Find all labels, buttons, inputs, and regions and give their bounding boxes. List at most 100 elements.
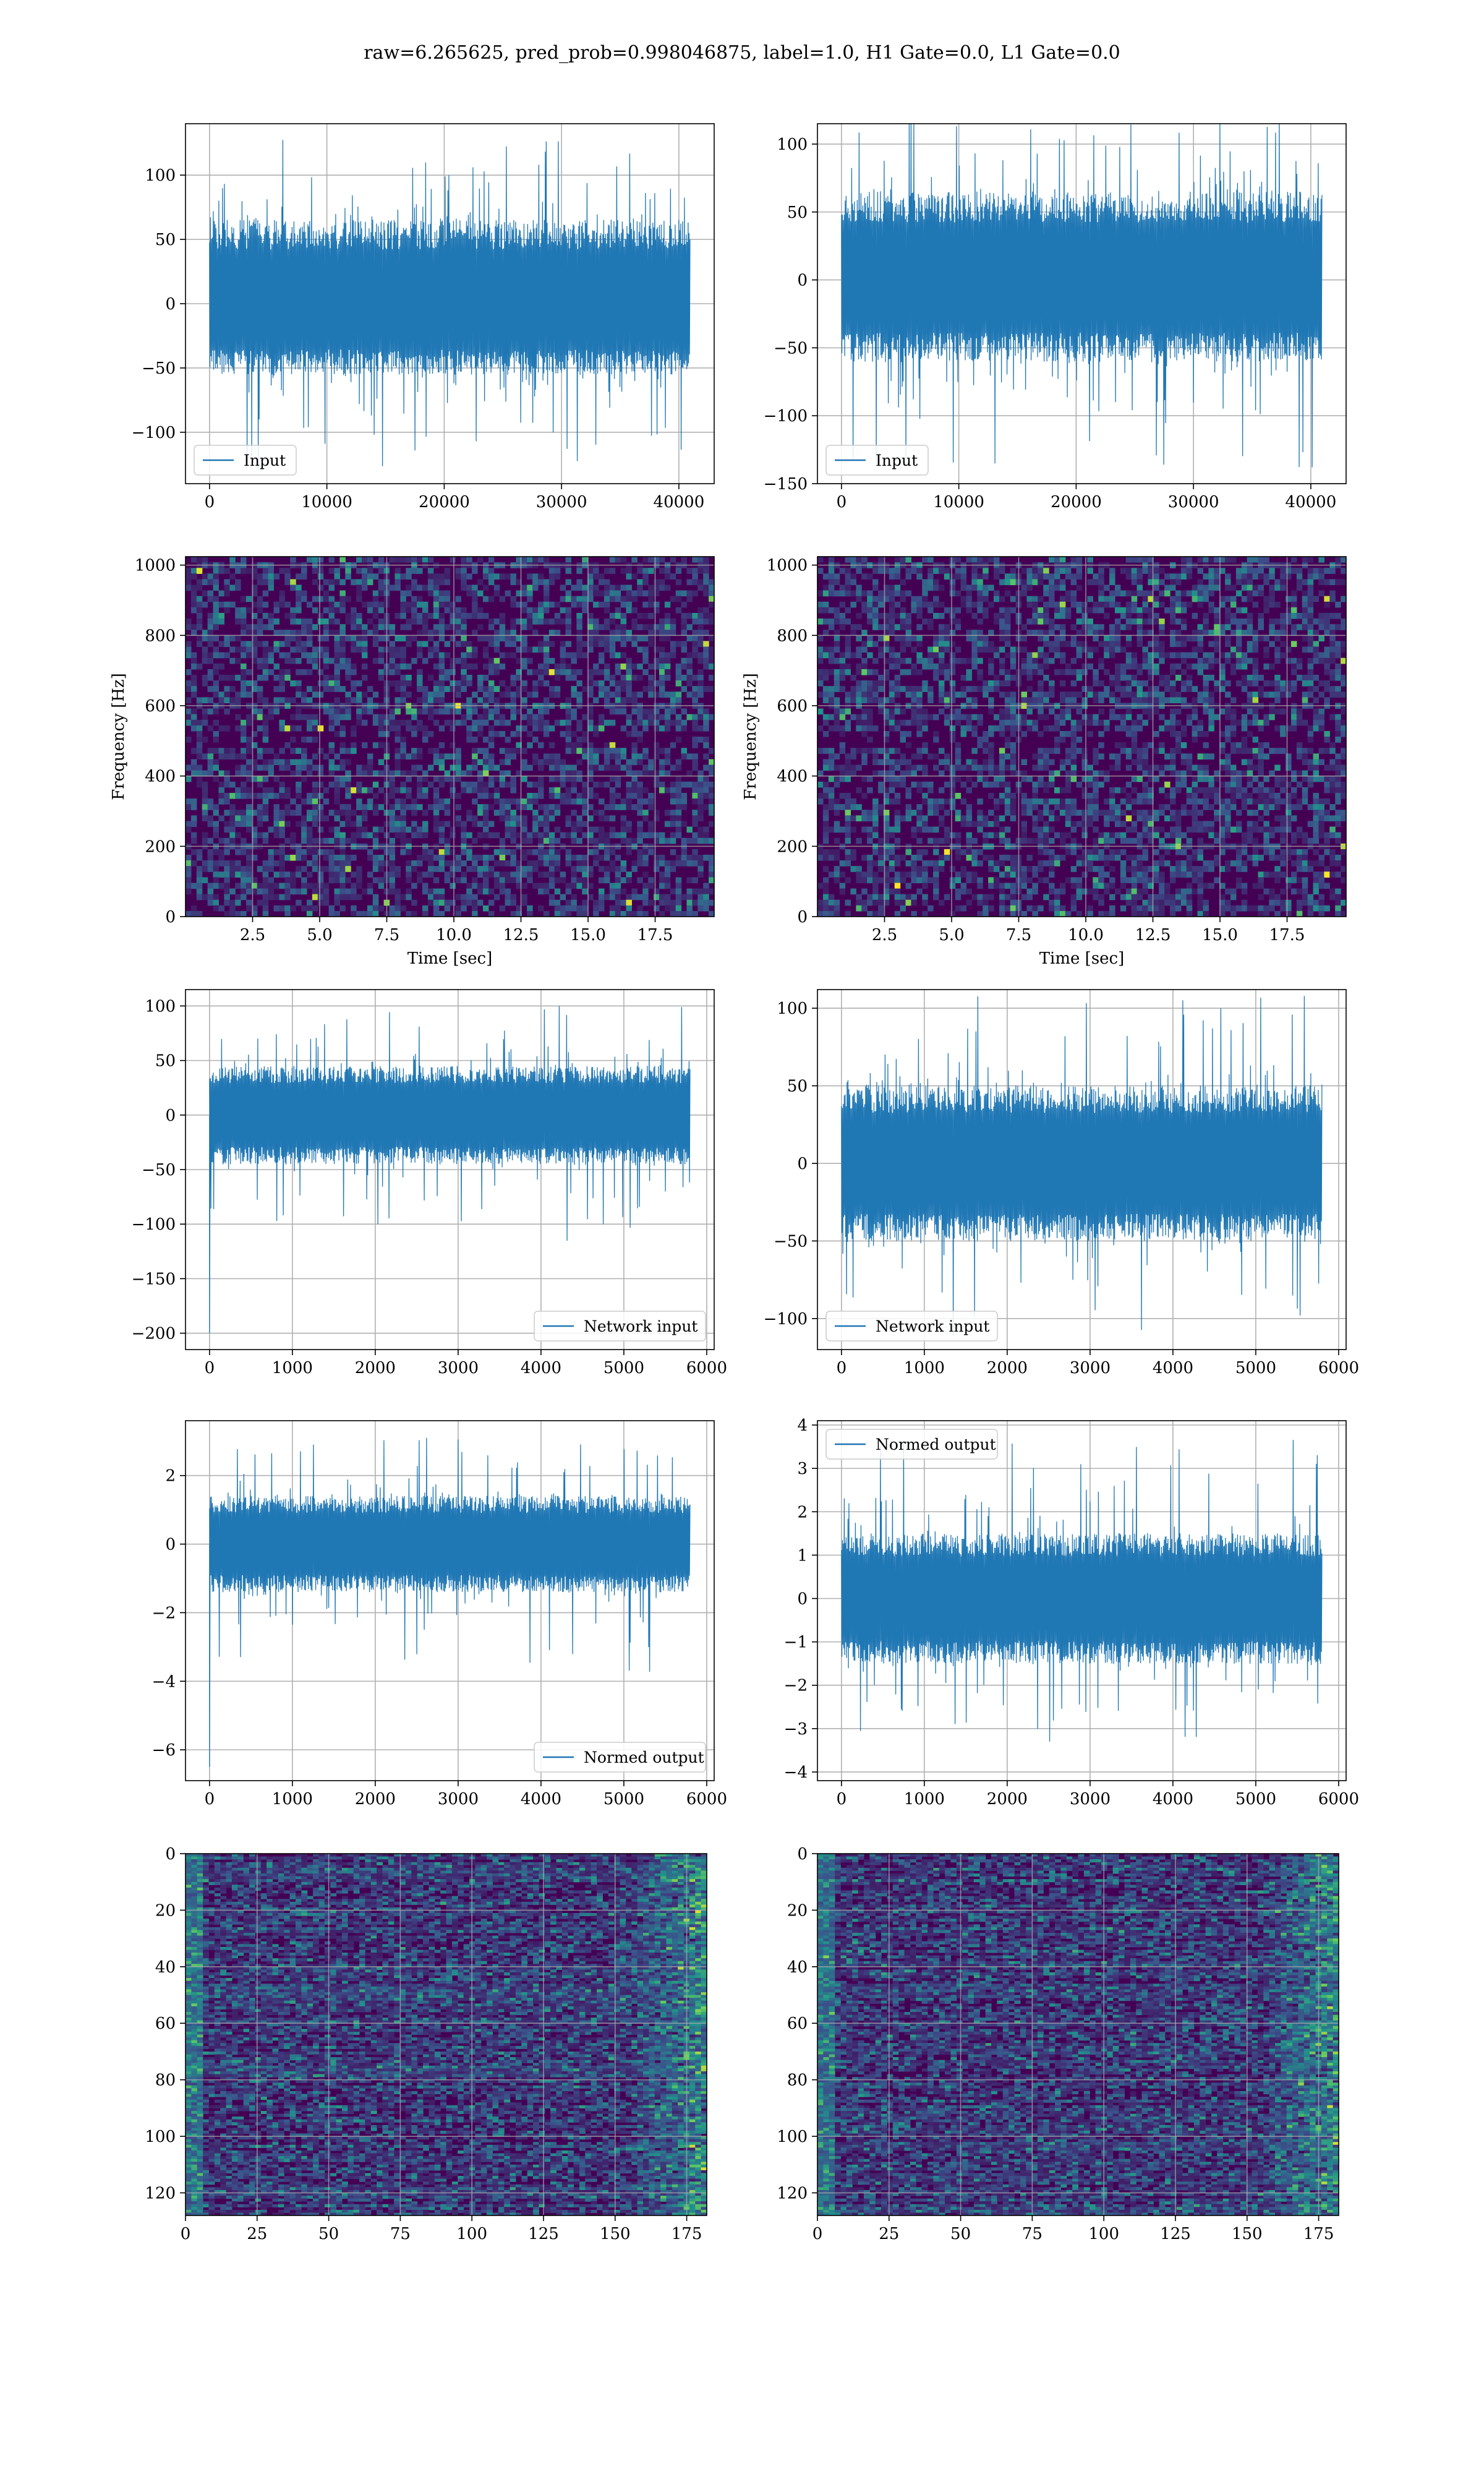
heatmap-cell	[1136, 686, 1143, 692]
heatmap-cell	[1252, 635, 1259, 641]
heatmap-cell	[1004, 674, 1011, 681]
heatmap-cell	[1329, 624, 1336, 630]
heatmap-cell	[505, 849, 511, 855]
heatmap-cell	[1186, 686, 1193, 692]
heatmap-cell	[1043, 612, 1049, 619]
heatmap-cell	[1059, 596, 1066, 602]
heatmap-cell	[681, 686, 688, 692]
heatmap-cell	[527, 708, 533, 715]
heatmap-cell	[389, 866, 396, 872]
heatmap-cell	[378, 860, 385, 867]
heatmap-cell	[444, 641, 451, 648]
heatmap-cell	[262, 815, 269, 821]
heatmap-cell	[703, 737, 709, 743]
heatmap-cell	[1131, 590, 1138, 597]
heatmap-cell	[406, 641, 412, 648]
heatmap-cell	[427, 804, 434, 810]
heatmap-cell	[268, 568, 275, 574]
heatmap-cell	[1313, 568, 1320, 574]
heatmap-cell	[654, 866, 660, 872]
heatmap-cell	[296, 691, 302, 698]
heatmap-cell	[378, 730, 385, 737]
heatmap-cell	[1290, 612, 1297, 619]
heatmap-cell	[306, 899, 313, 906]
heatmap-cell	[306, 910, 313, 917]
heatmap-cell	[345, 866, 351, 872]
heatmap-cell	[609, 742, 616, 748]
heatmap-cell	[279, 866, 285, 872]
heatmap-cell	[697, 815, 704, 821]
heatmap-cell	[472, 759, 478, 766]
heatmap-cell	[576, 652, 582, 659]
heatmap-cell	[1235, 573, 1242, 580]
heatmap-cell	[367, 753, 373, 760]
heatmap-cell	[1114, 641, 1121, 648]
heatmap-cell	[1059, 624, 1066, 630]
heatmap-cell	[499, 770, 506, 777]
heatmap-cell	[560, 770, 566, 777]
heatmap-cell	[554, 826, 561, 833]
heatmap-cell	[538, 888, 544, 895]
heatmap-cell	[505, 815, 511, 821]
heatmap-cell	[983, 635, 989, 641]
heatmap-cell	[356, 579, 362, 586]
heatmap-cell	[334, 854, 340, 861]
heatmap-cell	[609, 557, 616, 563]
heatmap-cell	[290, 697, 296, 704]
heatmap-cell	[692, 877, 698, 884]
heatmap-cell	[538, 714, 544, 721]
heatmap-cell	[417, 832, 423, 839]
heatmap-cell	[516, 618, 522, 625]
heatmap-cell	[709, 866, 714, 872]
heatmap-cell	[565, 596, 572, 602]
heatmap-cell	[493, 883, 500, 889]
heatmap-cell	[1109, 635, 1115, 641]
heatmap-cell	[411, 748, 417, 754]
heatmap-cell	[411, 883, 417, 889]
heatmap-cell	[499, 888, 506, 895]
heatmap-cell	[417, 674, 423, 681]
heatmap-cell	[905, 573, 912, 580]
heatmap-cell	[631, 557, 638, 563]
heatmap-cell	[262, 730, 269, 737]
heatmap-cell	[654, 590, 660, 597]
heatmap-cell	[1065, 568, 1072, 574]
heatmap-cell	[362, 708, 368, 715]
heatmap-cell	[317, 635, 324, 641]
heatmap-cell	[686, 652, 693, 659]
heatmap-cell	[603, 590, 610, 597]
heatmap-cell	[949, 584, 956, 591]
heatmap-cell	[301, 748, 307, 754]
heatmap-cell	[527, 860, 533, 867]
heatmap-cell	[686, 899, 693, 906]
heatmap-cell	[1131, 573, 1138, 580]
heatmap-cell	[538, 557, 544, 563]
heatmap-cell	[620, 866, 627, 872]
heatmap-cell	[284, 573, 291, 580]
heatmap-cell	[927, 584, 934, 591]
heatmap-cell	[1180, 590, 1187, 597]
heatmap-cell	[207, 686, 214, 692]
heatmap-cell	[1252, 590, 1259, 597]
heatmap-cell	[1148, 641, 1154, 648]
heatmap-cell	[317, 883, 324, 889]
heatmap-cell	[493, 798, 500, 805]
heatmap-cell	[1043, 697, 1049, 704]
heatmap-cell	[438, 691, 445, 698]
heatmap-cell	[1192, 630, 1198, 636]
heatmap-cell	[306, 905, 313, 912]
heatmap-cell	[1302, 624, 1308, 630]
heatmap-cell	[516, 871, 522, 878]
heatmap-cell	[241, 792, 247, 799]
heatmap-cell	[960, 584, 967, 591]
heatmap-cell	[521, 798, 527, 805]
heatmap-cell	[455, 573, 461, 580]
heatmap-cell	[356, 618, 362, 625]
heatmap-cell	[1065, 641, 1072, 648]
heatmap-cell	[394, 770, 401, 777]
heatmap-cell	[499, 719, 506, 726]
heatmap-cell	[262, 888, 269, 895]
heatmap-cell	[576, 776, 582, 782]
heatmap-cell	[1290, 568, 1297, 574]
heatmap-cell	[692, 568, 698, 574]
